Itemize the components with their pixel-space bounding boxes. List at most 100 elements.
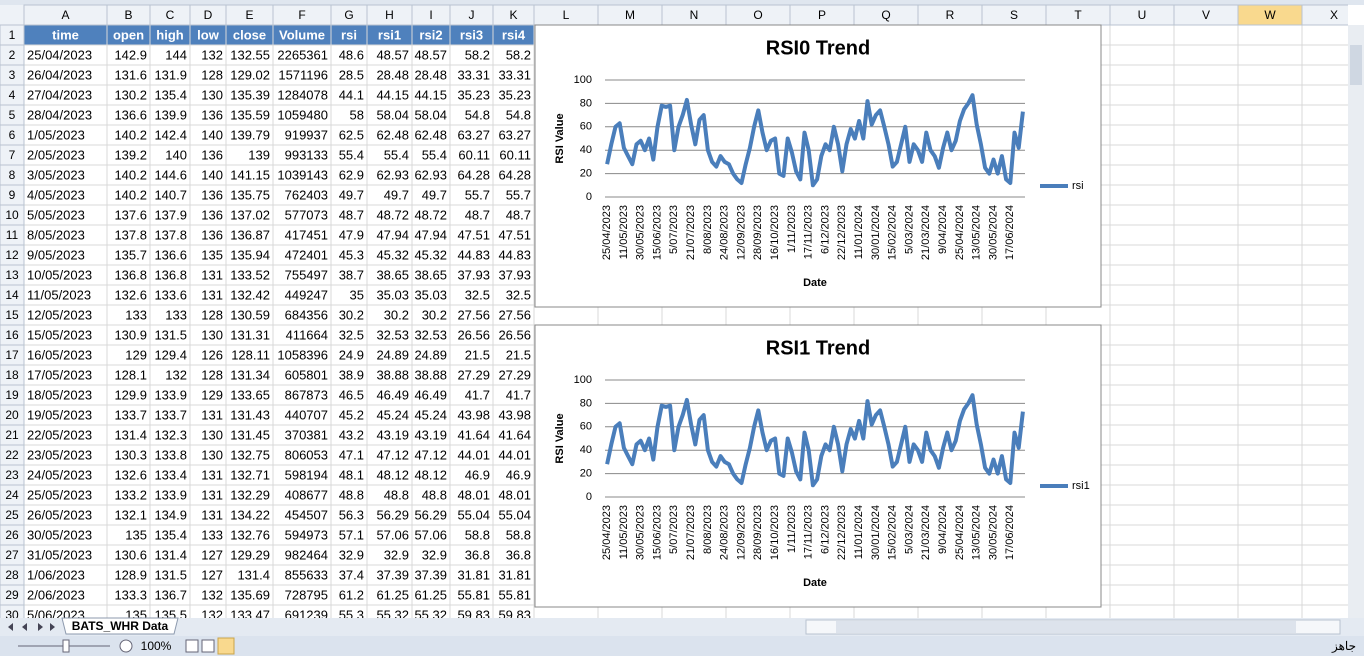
cell[interactable]: 130.59 (230, 307, 270, 322)
cell[interactable]: 17/05/2023 (27, 367, 92, 382)
cell[interactable]: 2/05/2023 (27, 147, 85, 162)
cell[interactable]: 55.32 (414, 607, 447, 622)
cell[interactable]: 140.7 (154, 187, 187, 202)
cell[interactable]: 24/05/2023 (27, 467, 92, 482)
cell[interactable]: 133.65 (230, 387, 270, 402)
cell[interactable]: 32.5 (465, 287, 490, 302)
cell[interactable]: 855633 (285, 567, 328, 582)
cell[interactable]: 132.71 (230, 467, 270, 482)
cell[interactable]: 27.29 (457, 367, 490, 382)
cell[interactable]: 133 (201, 527, 223, 542)
cell[interactable]: 49.7 (384, 187, 409, 202)
cell[interactable]: 64.28 (457, 167, 490, 182)
cell[interactable]: 58.8 (465, 527, 490, 542)
cell[interactable]: 45.32 (376, 247, 409, 262)
cell[interactable]: 35.03 (376, 287, 409, 302)
cell[interactable]: 23/05/2023 (27, 447, 92, 462)
cell[interactable]: 57.06 (414, 527, 447, 542)
cell[interactable]: 684356 (285, 307, 328, 322)
cell[interactable]: 472401 (285, 247, 328, 262)
cell[interactable]: 133.7 (154, 407, 187, 422)
cell[interactable]: 137.6 (114, 207, 147, 222)
cell[interactable]: 46.9 (506, 467, 531, 482)
cell[interactable]: 37.93 (498, 267, 531, 282)
cell[interactable]: 135.39 (230, 87, 270, 102)
cell[interactable]: 132 (201, 607, 223, 622)
cell[interactable]: 132 (165, 367, 187, 382)
cell[interactable]: 598194 (285, 467, 328, 482)
cell[interactable]: 58 (350, 107, 364, 122)
cell[interactable]: 129 (125, 347, 147, 362)
cell[interactable]: 32.5 (339, 327, 364, 342)
cell[interactable]: 5/05/2023 (27, 207, 85, 222)
cell[interactable]: 31.81 (457, 567, 490, 582)
cell[interactable]: 131 (201, 267, 223, 282)
cell[interactable]: 133.7 (114, 407, 147, 422)
cell[interactable]: 1/06/2023 (27, 567, 85, 582)
cell[interactable]: 131 (201, 487, 223, 502)
cell[interactable]: 137.02 (230, 207, 270, 222)
cell[interactable]: 132.55 (230, 47, 270, 62)
cell[interactable]: 43.19 (376, 427, 409, 442)
cell[interactable]: 41.7 (465, 387, 490, 402)
cell[interactable]: 131 (201, 507, 223, 522)
cell[interactable]: 24.9 (339, 347, 364, 362)
cell[interactable]: 11/05/2023 (27, 287, 91, 302)
cell[interactable]: 993133 (285, 147, 328, 162)
cell[interactable]: 47.51 (457, 227, 490, 242)
cell[interactable]: 45.32 (414, 247, 447, 262)
cell[interactable]: 130 (201, 87, 223, 102)
cell[interactable]: 1284078 (277, 87, 328, 102)
cell[interactable]: 129 (201, 387, 223, 402)
cell[interactable]: 36.8 (506, 547, 531, 562)
cell[interactable]: 26/04/2023 (27, 67, 92, 82)
cell[interactable]: 867873 (285, 387, 328, 402)
cell[interactable]: 132.42 (230, 287, 270, 302)
cell[interactable]: 131.34 (230, 367, 270, 382)
cell[interactable]: 135.94 (230, 247, 270, 262)
cell[interactable]: 21.5 (506, 347, 531, 362)
cell[interactable]: 136.8 (154, 267, 187, 282)
cell[interactable]: 30/05/2023 (27, 527, 92, 542)
cell[interactable]: 38.88 (376, 367, 409, 382)
cell[interactable]: 37.4 (339, 567, 364, 582)
cell[interactable]: 594973 (285, 527, 328, 542)
cell[interactable]: 140.2 (114, 127, 147, 142)
cell[interactable]: 9/05/2023 (27, 247, 85, 262)
cell[interactable]: 44.15 (414, 87, 447, 102)
cell[interactable]: 55.3 (339, 607, 364, 622)
cell[interactable]: 58.04 (414, 107, 447, 122)
cell[interactable]: 25/04/2023 (27, 47, 92, 62)
cell[interactable]: 30.2 (339, 307, 364, 322)
cell[interactable]: 38.65 (414, 267, 447, 282)
cell[interactable]: 140 (165, 147, 187, 162)
cell[interactable]: 41.64 (498, 427, 531, 442)
cell[interactable]: 28.48 (414, 67, 447, 82)
cell[interactable]: 135 (125, 527, 147, 542)
cell[interactable]: 128.9 (114, 567, 147, 582)
cell[interactable]: 63.27 (498, 127, 531, 142)
cell[interactable]: 134.9 (154, 507, 187, 522)
cell[interactable]: 577073 (285, 207, 328, 222)
cell[interactable]: 133.8 (154, 447, 187, 462)
cell[interactable]: 32.9 (384, 547, 409, 562)
cell[interactable]: 37.39 (376, 567, 409, 582)
cell[interactable]: 41.64 (457, 427, 490, 442)
cell[interactable]: 140 (201, 127, 223, 142)
cell[interactable]: 37.93 (457, 267, 490, 282)
cell[interactable]: 36.8 (465, 547, 490, 562)
cell[interactable]: 22/05/2023 (27, 427, 92, 442)
cell[interactable]: 755497 (285, 267, 328, 282)
cell[interactable]: 137.8 (114, 227, 147, 242)
cell[interactable]: 48.01 (457, 487, 490, 502)
cell[interactable]: 55.4 (339, 147, 364, 162)
cell[interactable]: 55.4 (384, 147, 409, 162)
cell[interactable]: 135.69 (230, 587, 270, 602)
cell[interactable]: 806053 (285, 447, 328, 462)
cell[interactable]: 131.45 (230, 427, 270, 442)
cell[interactable]: 56.3 (339, 507, 364, 522)
layout-view[interactable] (201, 639, 215, 653)
cell[interactable]: 440707 (285, 407, 328, 422)
cell[interactable]: 132.6 (114, 467, 147, 482)
cell[interactable]: 1059480 (277, 107, 328, 122)
